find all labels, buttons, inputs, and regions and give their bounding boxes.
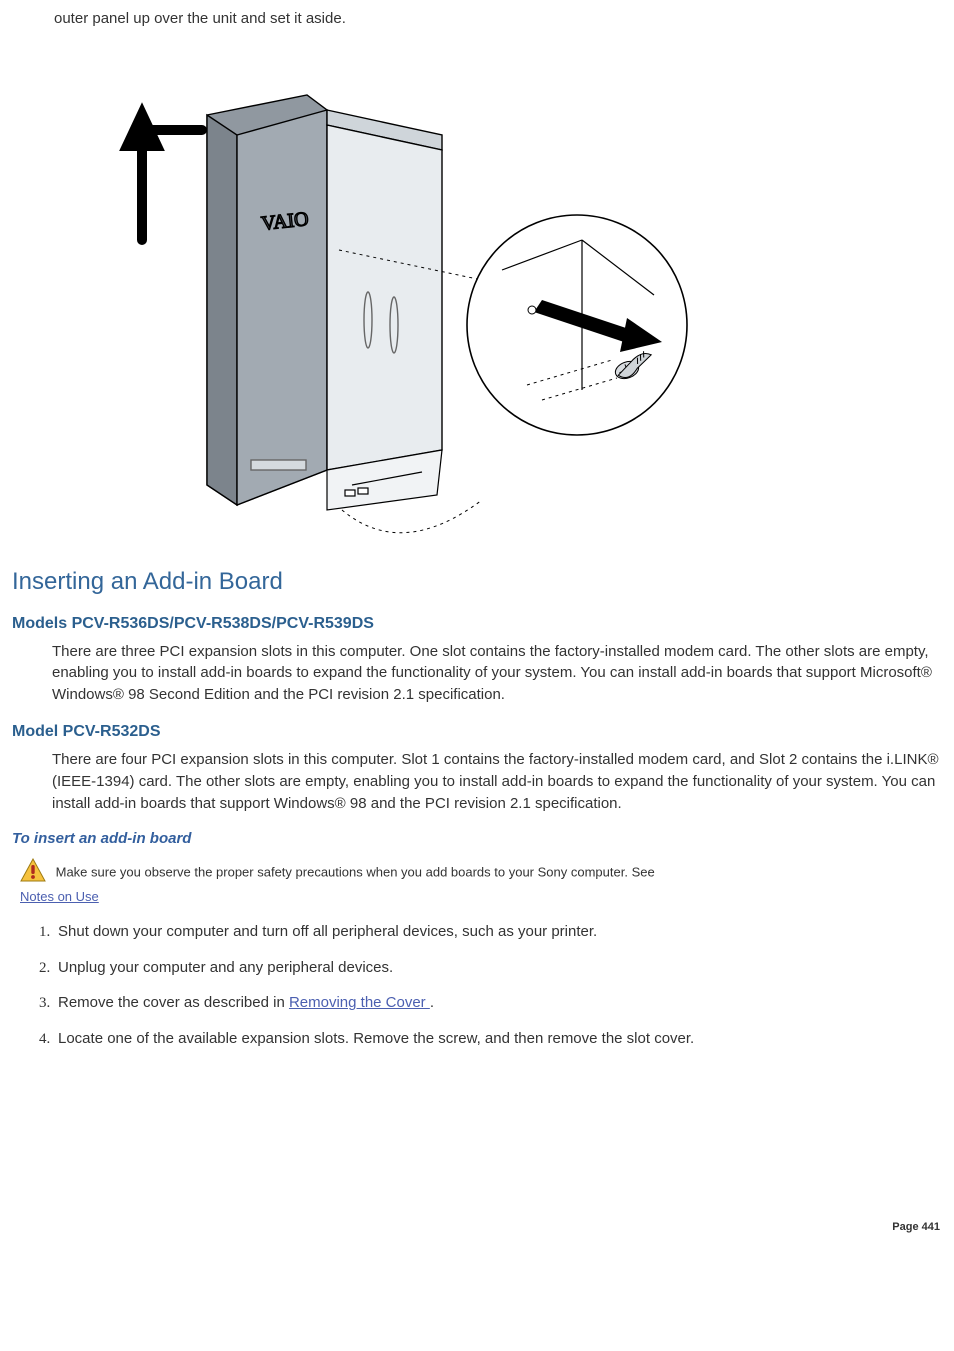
section-title: Inserting an Add-in Board [12, 565, 944, 600]
intro-fragment: outer panel up over the unit and set it … [54, 8, 944, 30]
safety-note: Make sure you observe the proper safety … [20, 858, 944, 907]
model-b-heading: Model PCV-R532DS [12, 720, 944, 743]
step-3-after: . [430, 994, 434, 1011]
step-4: Locate one of the available expansion sl… [54, 1028, 944, 1050]
page-number: Page 441 [12, 1220, 944, 1236]
step-3-before: Remove the cover as described in [58, 994, 289, 1011]
model-a-paragraph: There are three PCI expansion slots in t… [52, 641, 944, 706]
step-3: Remove the cover as described in Removin… [54, 992, 944, 1014]
step-2: Unplug your computer and any peripheral … [54, 957, 944, 979]
figure-remove-panel: VAIO [72, 40, 712, 540]
panel-removal-illustration: VAIO [72, 40, 712, 540]
warning-icon [20, 858, 46, 888]
removing-the-cover-link[interactable]: Removing the Cover [289, 994, 430, 1011]
procedure-steps: Shut down your computer and turn off all… [34, 921, 944, 1050]
safety-note-text: Make sure you observe the proper safety … [56, 865, 655, 880]
step-1: Shut down your computer and turn off all… [54, 921, 944, 943]
model-b-paragraph: There are four PCI expansion slots in th… [52, 749, 944, 814]
model-a-heading: Models PCV-R536DS/PCV-R538DS/PCV-R539DS [12, 612, 944, 635]
notes-on-use-link[interactable]: Notes on Use [20, 889, 99, 904]
subprocedure-title: To insert an add-in board [12, 828, 944, 850]
